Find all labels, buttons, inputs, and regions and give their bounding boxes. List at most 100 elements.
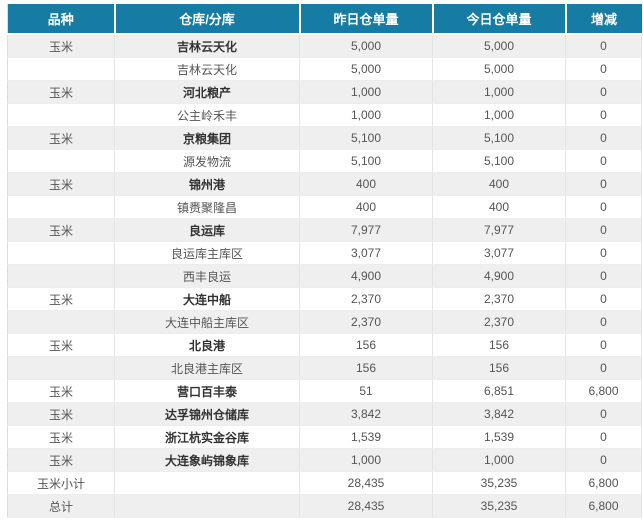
table-row: 玉米 达孚锦州仓储库 3,842 3,842 0	[7, 402, 642, 426]
change-cell: 0	[565, 218, 642, 242]
warehouse-cell: 良运库	[114, 218, 300, 242]
variety-cell: 玉米	[7, 425, 115, 449]
warehouse-cell: 营口百丰泰	[114, 379, 300, 403]
warehouse-cell: 吉林云天化	[114, 34, 300, 58]
change-cell: 0	[565, 149, 642, 173]
warehouse-cell: 大连中船主库区	[114, 310, 300, 334]
warehouse-cell: 良运库主库区	[114, 241, 300, 265]
table-row: 西丰良运 4,900 4,900 0	[7, 264, 642, 288]
table-row: 大连中船主库区 2,370 2,370 0	[7, 310, 642, 334]
col-header-yesterday-qty: 昨日仓单量	[299, 4, 434, 35]
yesterday-qty-cell: 2,370	[299, 287, 433, 311]
warehouse-cell: 大连中船	[114, 287, 300, 311]
variety-cell	[7, 103, 115, 127]
yesterday-qty-cell: 1,000	[299, 80, 433, 104]
warehouse-cell: 达孚锦州仓储库	[114, 402, 300, 426]
yesterday-qty-cell: 5,100	[299, 149, 433, 173]
today-qty-cell: 35,235	[432, 471, 566, 495]
table-row: 玉米 大连象屿锦象库 1,000 1,000 0	[7, 448, 642, 472]
today-qty-cell: 7,977	[432, 218, 566, 242]
change-cell: 0	[565, 448, 642, 472]
today-qty-cell: 156	[432, 333, 566, 357]
yesterday-qty-cell: 28,435	[299, 494, 433, 518]
table-row: 北良港主库区 156 156 0	[7, 356, 642, 380]
warehouse-receipts-table: 品种 仓库/分库 昨日仓单量 今日仓单量 增减 玉米 吉林云天化 5,000 5,00…	[7, 4, 642, 518]
table-row: 公主岭禾丰 1,000 1,000 0	[7, 103, 642, 127]
yesterday-qty-cell: 156	[299, 333, 433, 357]
today-qty-cell: 4,900	[432, 264, 566, 288]
change-cell: 0	[565, 287, 642, 311]
variety-cell: 玉米	[7, 333, 115, 357]
col-header-today-qty: 今日仓单量	[432, 4, 567, 35]
warehouse-cell: 吉林云天化	[114, 57, 300, 81]
yesterday-qty-cell: 400	[299, 172, 433, 196]
table-row: 玉米 良运库 7,977 7,977 0	[7, 218, 642, 242]
change-cell: 0	[565, 425, 642, 449]
table-row: 良运库主库区 3,077 3,077 0	[7, 241, 642, 265]
table-row: 源发物流 5,100 5,100 0	[7, 149, 642, 173]
table-row: 玉米 河北粮产 1,000 1,000 0	[7, 80, 642, 104]
change-cell: 0	[565, 402, 642, 426]
table-row: 玉米 锦州港 400 400 0	[7, 172, 642, 196]
yesterday-qty-cell: 3,077	[299, 241, 433, 265]
today-qty-cell: 1,000	[432, 448, 566, 472]
table-row: 总计 28,435 35,235 6,800	[7, 494, 642, 518]
warehouse-cell: 浙江杭实金谷库	[114, 425, 300, 449]
change-cell: 0	[565, 310, 642, 334]
change-cell: 0	[565, 172, 642, 196]
col-header-warehouse: 仓库/分库	[114, 4, 301, 35]
change-cell: 0	[565, 126, 642, 150]
today-qty-cell: 3,842	[432, 402, 566, 426]
variety-cell: 玉米	[7, 34, 115, 58]
warehouse-cell: 大连象屿锦象库	[114, 448, 300, 472]
change-cell: 0	[565, 80, 642, 104]
variety-cell	[7, 241, 115, 265]
yesterday-qty-cell: 3,842	[299, 402, 433, 426]
yesterday-qty-cell: 51	[299, 379, 433, 403]
variety-cell: 玉米	[7, 287, 115, 311]
yesterday-qty-cell: 5,000	[299, 57, 433, 81]
yesterday-qty-cell: 156	[299, 356, 433, 380]
yesterday-qty-cell: 28,435	[299, 471, 433, 495]
variety-cell	[7, 195, 115, 219]
yesterday-qty-cell: 1,000	[299, 448, 433, 472]
table-row: 玉米 大连中船 2,370 2,370 0	[7, 287, 642, 311]
change-cell: 0	[565, 103, 642, 127]
today-qty-cell: 1,539	[432, 425, 566, 449]
warehouse-cell: 锦州港	[114, 172, 300, 196]
warehouse-cell: 西丰良运	[114, 264, 300, 288]
col-header-variety: 品种	[7, 4, 116, 35]
yesterday-qty-cell: 5,100	[299, 126, 433, 150]
today-qty-cell: 400	[432, 172, 566, 196]
yesterday-qty-cell: 2,370	[299, 310, 433, 334]
today-qty-cell: 3,077	[432, 241, 566, 265]
change-cell: 0	[565, 34, 642, 58]
warehouse-cell: 公主岭禾丰	[114, 103, 300, 127]
variety-cell: 玉米	[7, 80, 115, 104]
variety-cell: 总计	[7, 494, 115, 518]
variety-cell: 玉米	[7, 218, 115, 242]
table-row: 玉米 营口百丰泰 51 6,851 6,800	[7, 379, 642, 403]
change-cell: 0	[565, 264, 642, 288]
variety-cell	[7, 57, 115, 81]
warehouse-cell	[114, 494, 300, 518]
yesterday-qty-cell: 4,900	[299, 264, 433, 288]
change-cell: 6,800	[565, 494, 642, 518]
today-qty-cell: 35,235	[432, 494, 566, 518]
warehouse-receipt-report: 品种 仓库/分库 昨日仓单量 今日仓单量 增减 玉米 吉林云天化 5,000 5,00…	[7, 4, 642, 518]
yesterday-qty-cell: 1,539	[299, 425, 433, 449]
today-qty-cell: 6,851	[432, 379, 566, 403]
warehouse-cell: 镇赉聚隆昌	[114, 195, 300, 219]
warehouse-cell	[114, 471, 300, 495]
today-qty-cell: 156	[432, 356, 566, 380]
today-qty-cell: 2,370	[432, 287, 566, 311]
change-cell: 0	[565, 356, 642, 380]
table-body: 玉米 吉林云天化 5,000 5,000 0 吉林云天化 5,000 5,000 0 玉米 河北粮产…	[7, 34, 642, 518]
table-row: 玉米 京粮集团 5,100 5,100 0	[7, 126, 642, 150]
yesterday-qty-cell: 400	[299, 195, 433, 219]
today-qty-cell: 1,000	[432, 103, 566, 127]
change-cell: 0	[565, 333, 642, 357]
today-qty-cell: 400	[432, 195, 566, 219]
variety-cell	[7, 310, 115, 334]
yesterday-qty-cell: 5,000	[299, 34, 433, 58]
